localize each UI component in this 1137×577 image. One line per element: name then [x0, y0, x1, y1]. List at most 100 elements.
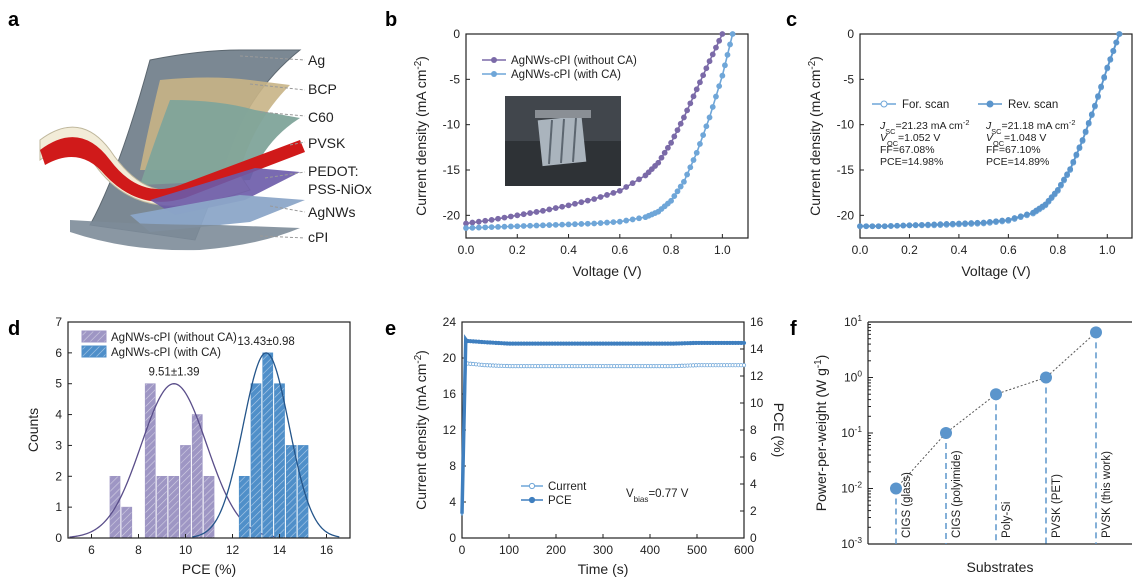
y-tick-label: -5: [449, 72, 460, 86]
panel-letter-e: e: [385, 318, 396, 340]
legend-marker-0: [880, 100, 888, 108]
panel-letter-f: f: [790, 318, 797, 340]
series-point-0: [713, 44, 719, 51]
category-label: Poly-Si: [1001, 502, 1013, 538]
annotation-0-0: JSC=21.23 mA cm-2: [879, 118, 969, 136]
series-point-1: [741, 340, 747, 346]
histogram-bar-0: [191, 414, 203, 539]
histogram-bar-1: [274, 383, 285, 539]
series-point-1: [495, 223, 501, 230]
y-tick-label: 5: [55, 377, 62, 391]
series-point-1: [931, 221, 938, 228]
series-point-1: [1005, 216, 1012, 223]
x-axis-label: PCE (%): [182, 561, 236, 577]
series-point-0: [703, 65, 710, 72]
x-tick-label: 0.0: [458, 243, 475, 257]
series-point-1: [1045, 197, 1052, 204]
y-tick-label: 7: [55, 315, 62, 329]
series-point-1: [703, 123, 710, 130]
series-point-1: [1070, 158, 1077, 165]
series-point-0: [488, 216, 495, 223]
y-axis-label: Power-per-weight (W g-1): [813, 355, 830, 512]
x-tick-label: 14: [273, 543, 287, 557]
x-tick-label: 0.4: [560, 243, 577, 257]
x-tick-label: 1.0: [1099, 243, 1116, 257]
chart-f: 10-3 10-2 10-1 100 101 Power-per-weight (W g-…: [813, 313, 1132, 575]
layer-pedot-shape: [150, 168, 300, 215]
series-point-0: [584, 197, 591, 204]
series-point-1: [546, 222, 553, 228]
series-point-1: [693, 149, 700, 156]
annotation-1-1: VOC=1.048 V: [986, 132, 1046, 148]
data-point: [890, 482, 902, 495]
legend-swatch-0: [81, 330, 107, 343]
series-point-0: [591, 196, 598, 202]
series-point-0: [693, 86, 700, 93]
annotation-0-2: FF=67.08%: [880, 144, 935, 156]
x-tick-label: 0.6: [611, 243, 628, 257]
category-label: CIGS (polyimide): [951, 450, 963, 538]
series-point-0: [527, 210, 533, 216]
series-line-0: [460, 357, 744, 516]
series-point-0: [475, 218, 482, 225]
x-tick-label: 200: [546, 543, 566, 557]
x-tick-label: 600: [734, 543, 754, 557]
series-point-1: [527, 222, 533, 229]
series-point-1: [1095, 93, 1101, 100]
y-tick-label: 16: [443, 387, 457, 401]
c-plot-frame: [859, 33, 1133, 239]
histogram-bar-0: [156, 475, 168, 539]
series-point-0: [578, 199, 585, 206]
series-point-1: [727, 41, 733, 48]
y-right-tick-label: 16: [750, 315, 764, 329]
series-point-1: [869, 223, 876, 230]
y-tick-label: 6: [55, 346, 62, 360]
series-point-1: [722, 62, 728, 69]
y-tick-label: 0: [449, 531, 456, 545]
b-plot-frame: [465, 33, 749, 239]
series-point-1: [956, 220, 962, 227]
series-point-1: [716, 83, 723, 90]
histogram-bar-0: [144, 383, 156, 539]
series-point-0: [719, 31, 726, 37]
series-point-1: [937, 221, 944, 228]
y-tick-label: 12: [443, 423, 457, 437]
series-point-1: [1082, 128, 1089, 135]
legend-label-0: Current: [548, 481, 587, 493]
series-point-1: [1107, 56, 1114, 63]
layer-label-ag: Ag: [308, 52, 325, 68]
y-tick-label: 0: [453, 27, 460, 41]
series-point-0: [655, 159, 662, 166]
y-tick-label: -20: [443, 208, 461, 222]
device-photo-inset: [505, 96, 621, 186]
gaussian-fit-1: [192, 352, 340, 538]
y-tick-label: 4: [55, 408, 62, 422]
series-point-1: [706, 114, 713, 121]
x-tick-label: 12: [226, 543, 240, 557]
y-right-tick-label: 4: [750, 477, 757, 491]
series-point-1: [949, 220, 956, 227]
series-point-1: [1024, 211, 1030, 218]
annotation-1-3: PCE=14.89%: [986, 156, 1049, 168]
legend-label-1: PCE: [548, 495, 572, 507]
series-point-1: [1085, 119, 1092, 126]
layer-c60-shape: [140, 100, 300, 185]
x-tick-label: 16: [320, 543, 334, 557]
y-axis-label: Current density (mA cm-2): [413, 56, 430, 216]
series-point-1: [1079, 137, 1086, 143]
series-point-1: [962, 220, 968, 227]
series-point-1: [482, 224, 489, 231]
y-axis-label: Current density (mA cm-2): [807, 56, 824, 216]
annotation-0-3: PCE=14.98%: [880, 156, 943, 168]
series-point-1: [552, 221, 559, 228]
series-point-0: [546, 206, 553, 213]
x-tick-label: 0: [459, 543, 466, 557]
legend-label-0: AgNWs-cPI (without CA): [511, 55, 637, 67]
series-point-0: [469, 219, 476, 226]
series-point-1: [677, 183, 684, 190]
series-point-1: [1051, 190, 1058, 197]
data-point: [1090, 326, 1102, 339]
data-point: [990, 388, 1002, 401]
x-tick-label: 8: [135, 543, 142, 557]
x-tick-label: 300: [593, 543, 613, 557]
